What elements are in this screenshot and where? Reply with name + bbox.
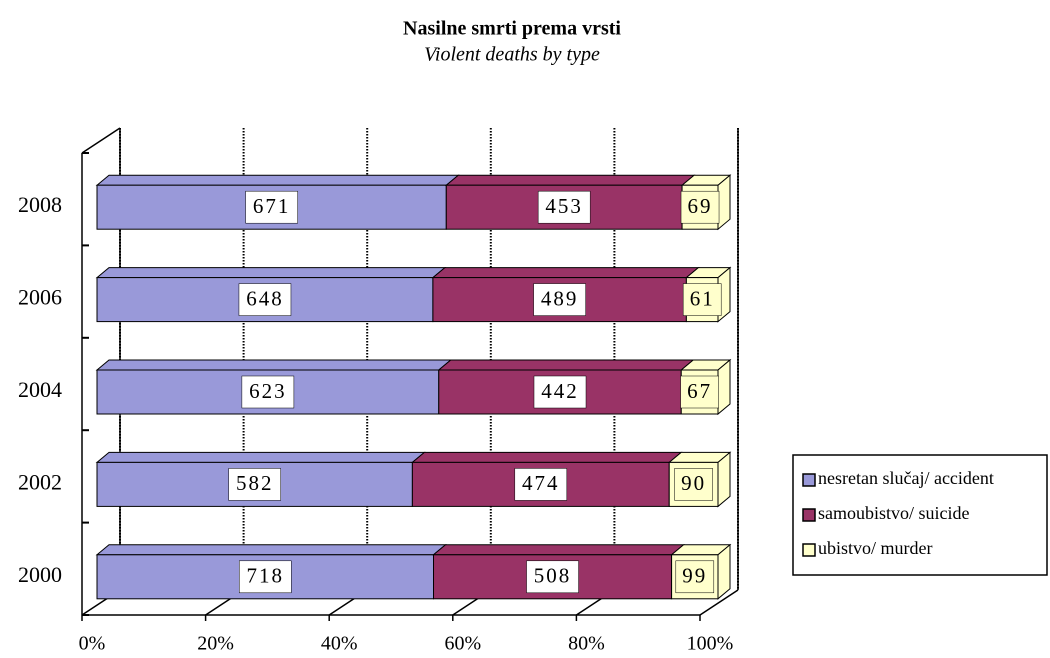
value-label: 648	[246, 286, 284, 310]
value-label-box	[680, 190, 720, 224]
value-label-box	[533, 283, 586, 316]
y-tick-label: 2006	[18, 285, 62, 310]
value-label-box	[239, 560, 292, 594]
bar-top	[432, 544, 685, 556]
legend-swatch	[802, 473, 816, 487]
value-label: 623	[249, 379, 287, 403]
x-tick-label: 0%	[79, 633, 106, 655]
value-label-box	[537, 190, 591, 224]
value-label-box	[526, 560, 579, 594]
chart-title: Nasilne smrti prema vrsti	[403, 18, 621, 40]
value-label: 442	[541, 379, 579, 403]
value-label-box	[675, 560, 715, 594]
bar-top	[95, 359, 453, 371]
value-label-box	[228, 468, 281, 501]
floor-line	[699, 589, 739, 616]
value-label-box	[238, 283, 292, 316]
bar-side	[717, 174, 731, 231]
value-label: 718	[247, 564, 285, 588]
bar-top	[431, 267, 700, 279]
value-label-box	[680, 375, 719, 409]
value-label: 489	[541, 286, 579, 310]
value-label-box	[682, 283, 722, 316]
y-tick-label: 2000	[18, 562, 62, 587]
bar-side	[717, 451, 731, 508]
value-label-box	[241, 375, 295, 409]
value-label: 474	[522, 471, 560, 495]
x-tick-label: 100%	[687, 633, 734, 655]
legend-label: samoubistvo/ suicide	[818, 503, 970, 523]
x-tick-label: 40%	[321, 633, 358, 655]
value-label-box	[674, 468, 713, 501]
bar-top	[95, 451, 426, 463]
value-label: 99	[682, 564, 707, 588]
bar-top	[95, 267, 447, 279]
y-tick-label: 2008	[18, 192, 62, 217]
legend-label: ubistvo/ murder	[818, 538, 933, 558]
bar-top	[95, 174, 460, 186]
value-label-box	[514, 468, 568, 501]
legend-swatch	[802, 508, 816, 522]
value-label-box	[245, 190, 298, 224]
value-label: 69	[688, 194, 713, 218]
x-tick-label: 60%	[444, 633, 481, 655]
bar-side	[717, 358, 731, 416]
value-label: 90	[681, 471, 706, 495]
y-tick-label: 2002	[18, 469, 62, 494]
value-label: 671	[253, 194, 291, 218]
bar-top	[437, 359, 695, 371]
bar-top	[95, 544, 447, 556]
bar-side	[717, 543, 731, 600]
legend-box	[792, 454, 1048, 576]
value-label: 453	[545, 194, 583, 218]
legend-label: nesretan slučaj/ accident	[818, 468, 994, 488]
legend-swatch	[802, 543, 816, 557]
top-edge	[81, 127, 121, 154]
chart-subtitle: Violent deaths by type	[424, 44, 600, 66]
value-label: 61	[690, 286, 715, 310]
value-label-box	[533, 375, 587, 409]
x-tick-label: 20%	[197, 633, 234, 655]
value-label: 508	[534, 564, 572, 588]
bar-top	[410, 451, 683, 463]
value-label: 67	[687, 379, 712, 403]
x-tick-label: 80%	[568, 633, 605, 655]
y-tick-label: 2004	[18, 377, 62, 402]
value-label: 582	[236, 471, 274, 495]
bar-top	[444, 174, 696, 186]
